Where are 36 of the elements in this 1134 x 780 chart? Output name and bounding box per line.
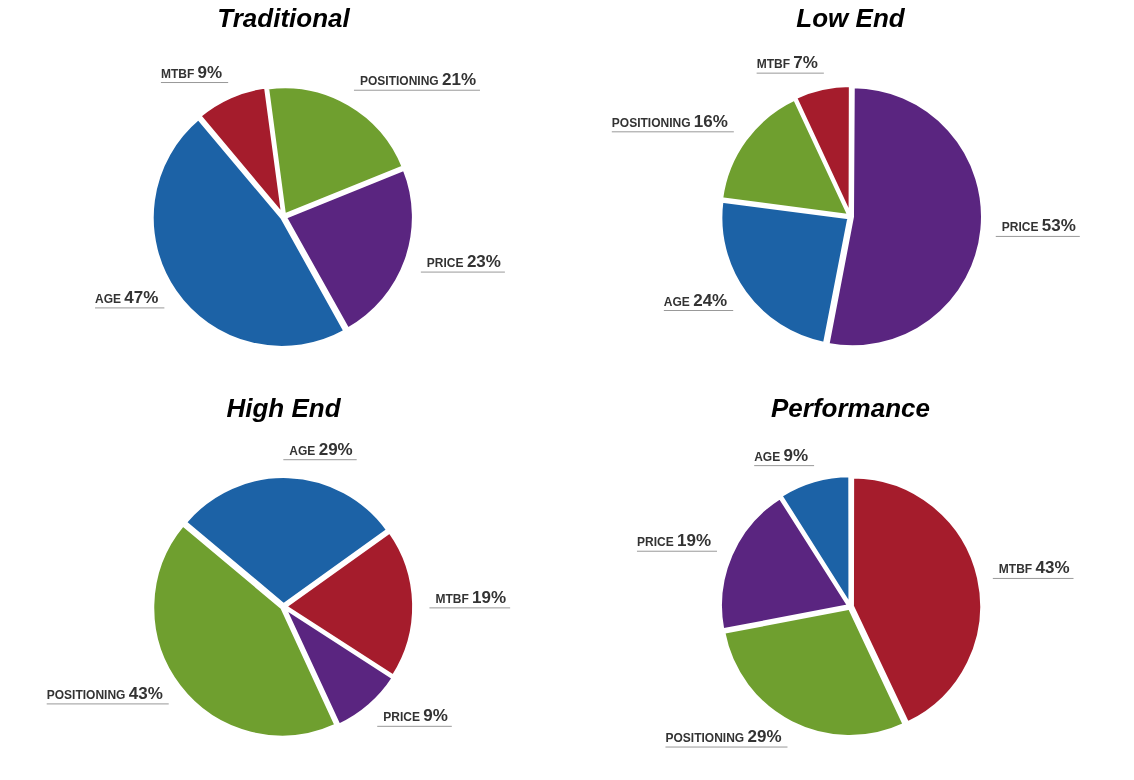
data-label: 24% [693, 290, 728, 310]
slice-label: PRICE [1001, 220, 1042, 235]
data-label: 9% [423, 706, 448, 726]
slice-label: AGE [289, 443, 319, 458]
slice-label: AGE [663, 294, 694, 309]
data-label: 9% [197, 62, 223, 82]
data-label: 29% [747, 727, 782, 747]
chart-title: High End [226, 392, 342, 423]
data-label: 47% [124, 287, 159, 307]
data-label: 9% [783, 445, 809, 465]
slice-label: MTBF [435, 591, 473, 606]
data-label: 19% [676, 531, 712, 551]
slice-label: MTBF [998, 562, 1036, 577]
slice-label: AGE [95, 291, 125, 306]
chart-title: Performance [771, 392, 930, 423]
slice-label: PRICE [383, 710, 424, 725]
slice-label: PRICE [426, 256, 467, 271]
slice-label: POSITIONING [611, 115, 694, 130]
slice-label: POSITIONING [665, 731, 748, 746]
slice-label: POSITIONING [359, 74, 442, 89]
data-label: 19% [472, 587, 507, 607]
chart-title: Traditional [217, 2, 351, 33]
chart-title: Low End [796, 2, 906, 33]
data-label: 43% [1035, 558, 1070, 578]
data-label: 7% [793, 53, 818, 73]
data-label: 16% [693, 111, 728, 131]
slice-label: MTBF [756, 57, 794, 72]
data-label: 21% [441, 70, 476, 90]
data-label: 23% [466, 252, 501, 272]
data-label: 29% [318, 439, 353, 459]
slice-label: PRICE [636, 535, 677, 550]
data-label: 43% [128, 683, 163, 703]
data-label: 53% [1041, 216, 1076, 236]
slice-label: POSITIONING [46, 687, 129, 702]
slice-label: MTBF [160, 66, 198, 81]
slice-label: AGE [754, 449, 784, 464]
